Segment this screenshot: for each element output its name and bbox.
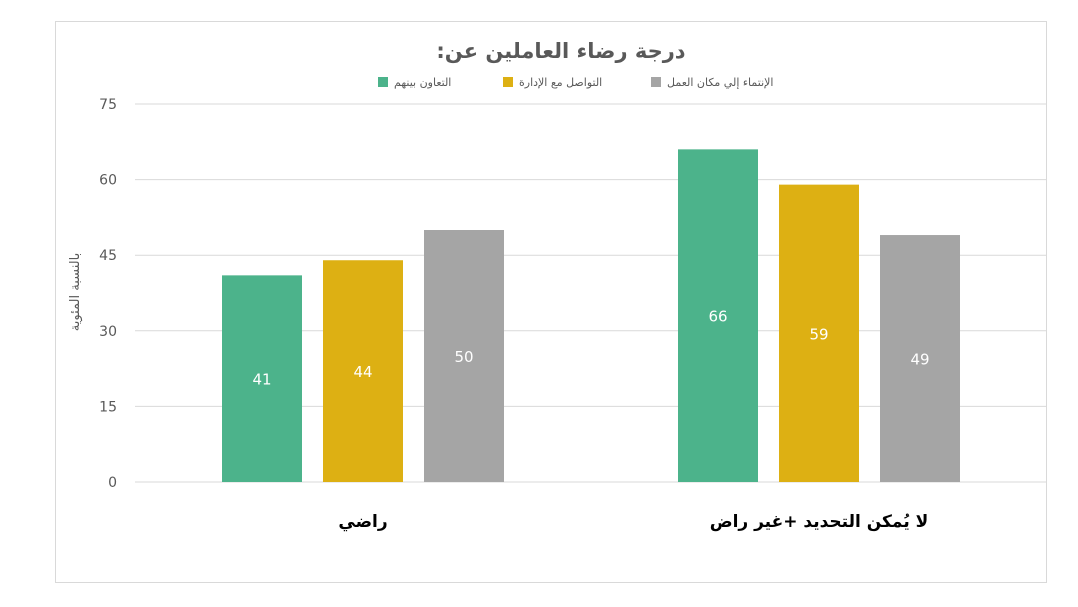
legend-swatch-2 [503, 77, 513, 87]
y-axis-title: بالنسبة المئوية [68, 253, 83, 331]
bar-1-2 [678, 149, 758, 483]
legend: التعاون بينهم التواصل مع الإدارة الإنتما… [378, 76, 773, 89]
legend-swatch-1 [378, 77, 388, 87]
data-label: 44 [353, 363, 372, 381]
legend-label-3: الإنتماء إلي مكان العمل [667, 76, 773, 89]
y-axis-ticks: 0 15 30 45 60 75 [99, 97, 117, 491]
x-axis-categories: راضي لا يُمكن التحديد +غير راض [338, 512, 928, 532]
legend-label-2: التواصل مع الإدارة [519, 76, 602, 89]
bar-2-1 [323, 260, 403, 482]
data-label: 41 [252, 371, 271, 389]
y-tick-label: 60 [99, 173, 117, 189]
bars [222, 149, 960, 483]
y-tick-label: 0 [108, 475, 117, 491]
legend-swatch-3 [651, 77, 661, 87]
data-labels: 41 66 44 59 50 49 [252, 308, 929, 389]
y-tick-label: 15 [99, 399, 117, 415]
y-tick-label: 45 [99, 248, 117, 264]
chart-title: درجة رضاء العاملين عن: [436, 39, 685, 63]
x-category-label: لا يُمكن التحديد +غير راض [710, 512, 929, 532]
data-label: 66 [708, 308, 727, 326]
bar-3-2 [880, 235, 960, 482]
data-label: 50 [454, 348, 473, 366]
y-tick-label: 30 [99, 324, 117, 340]
x-category-label: راضي [338, 512, 387, 532]
data-label: 59 [809, 325, 828, 343]
y-tick-label: 75 [99, 97, 117, 113]
data-label: 49 [910, 351, 929, 369]
legend-label-1: التعاون بينهم [394, 76, 451, 89]
bar-3-1 [424, 230, 504, 482]
bar-2-2 [779, 184, 859, 482]
bar-1-1 [222, 275, 302, 482]
